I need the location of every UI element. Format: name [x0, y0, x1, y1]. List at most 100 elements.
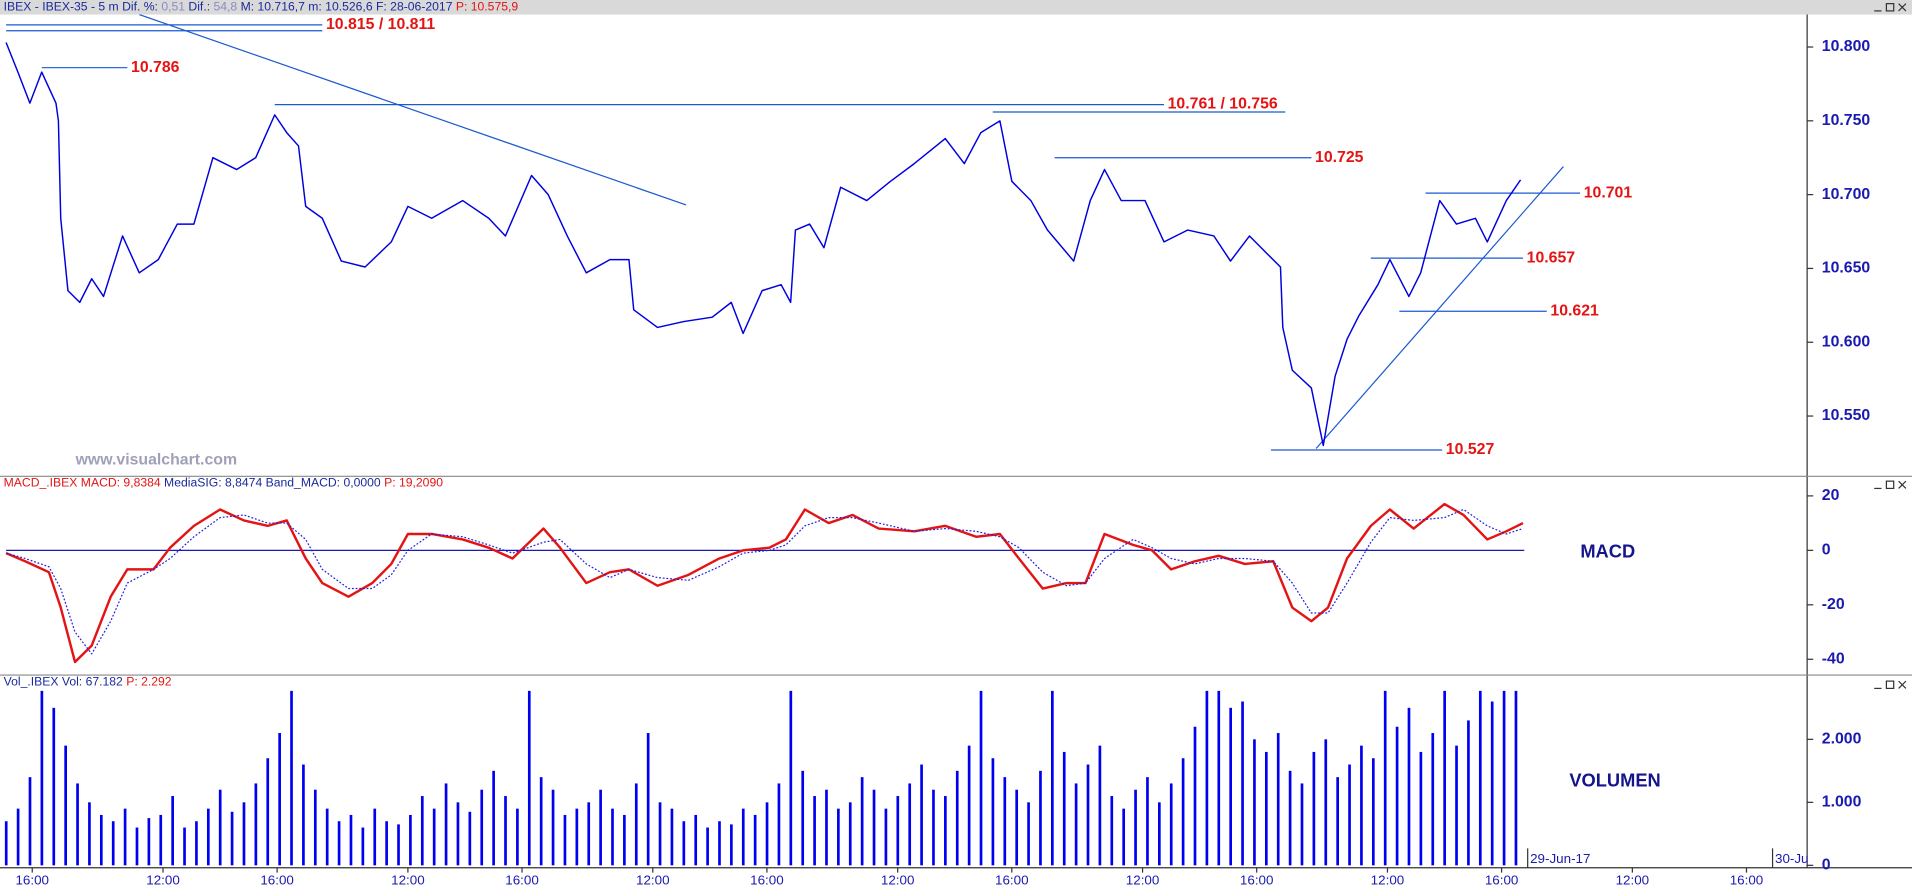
volume-bar [1502, 690, 1506, 866]
volume-bar [1169, 783, 1173, 866]
x-tick-label: 12:00 [636, 873, 670, 888]
volume-bar [991, 758, 995, 866]
volume-bar [88, 802, 91, 866]
level-label: 10.761 / 10.756 [1168, 96, 1278, 113]
x-tick-label: 16:00 [995, 873, 1029, 888]
x-tick-label: 12:00 [881, 873, 915, 888]
volume-bar [682, 821, 686, 866]
header-part: P: 10.575,9 [456, 0, 519, 13]
volume-bar [195, 821, 198, 866]
level-label: 10.621 [1550, 302, 1599, 319]
panel-header: Vol_.IBEX Vol: 67.182 P: 2.292 [4, 675, 172, 689]
volume-bar [1062, 751, 1066, 866]
volume-bar [1074, 783, 1078, 866]
volume-bar [159, 814, 163, 866]
volume-bar [789, 690, 793, 866]
volume-bar [1288, 770, 1292, 866]
volume-bar [611, 808, 614, 866]
y-tick-label: 1.000 [1822, 794, 1862, 811]
volume-bar [171, 796, 174, 866]
volume-bar [884, 808, 888, 866]
x-tick-label: 12:00 [146, 873, 180, 888]
volume-bar [1324, 739, 1328, 866]
volume-bar [1360, 745, 1363, 866]
volume-bar [516, 808, 519, 866]
volume-bar [1098, 745, 1102, 866]
x-tick-label: 16:00 [1485, 873, 1519, 888]
volume-bar [527, 690, 531, 866]
volume-bar [1348, 764, 1351, 866]
volume-bar [76, 783, 79, 866]
volume-bar [147, 818, 151, 866]
volume-bar [1419, 751, 1423, 866]
volume-bar [813, 796, 816, 866]
x-tick-label: 12:00 [1371, 873, 1405, 888]
volume-bar [848, 802, 852, 866]
volume-bar [896, 796, 900, 866]
volume-bar [1478, 690, 1482, 866]
volume-bar [1146, 777, 1149, 866]
volume-bar [1181, 758, 1185, 866]
volume-bar [1229, 707, 1233, 866]
volume-bar [1051, 690, 1054, 866]
volume-bar [563, 814, 567, 866]
x-tick-label: 16:00 [260, 873, 294, 888]
y-tick-label: 10.750 [1822, 112, 1871, 129]
y-tick-label: 10.700 [1822, 186, 1871, 203]
volume-bar [183, 827, 186, 866]
volume-bar [492, 770, 495, 866]
volume-bar [753, 814, 757, 866]
volume-bar [872, 789, 876, 866]
trend-line [1315, 166, 1564, 449]
volume-bar [801, 770, 805, 866]
y-tick-label: 10.650 [1822, 260, 1871, 277]
volume-bar [337, 821, 341, 866]
level-label: 10.815 / 10.811 [326, 16, 435, 33]
volume-bar [420, 796, 424, 866]
volume-bar [1276, 733, 1280, 866]
volume-bar [1300, 783, 1304, 866]
y-tick-label: 10.600 [1822, 333, 1871, 350]
window-buttons[interactable] [1874, 3, 1907, 689]
volume-bar [52, 707, 56, 866]
level-label: 10.725 [1315, 149, 1364, 166]
volume-bar [99, 814, 103, 866]
volume-bar [230, 811, 234, 866]
volume-bar [290, 690, 293, 866]
header-part: P: 2.292 [126, 675, 172, 689]
volume-bar [1205, 690, 1209, 866]
volume-bar [1015, 789, 1019, 866]
header-part: MACD_.IBEX MACD: 9,8384 [4, 476, 164, 490]
volume-bar [1193, 726, 1197, 866]
y-tick-label: 20 [1822, 487, 1840, 504]
volume-bar [741, 808, 745, 866]
volume-bar [765, 802, 769, 866]
series-line [5, 502, 1524, 664]
level-label: 10.527 [1446, 441, 1495, 458]
x-tick-label: 16:00 [1240, 873, 1274, 888]
x-tick-label: 16:00 [505, 873, 539, 888]
volume-bar [837, 808, 840, 866]
volume-bar [575, 808, 579, 866]
header-bar [0, 0, 1912, 15]
series-line [5, 42, 1522, 447]
x-tick-label: 16:00 [1730, 873, 1764, 888]
volume-bar [1039, 770, 1042, 866]
header-part: Vol_.IBEX Vol: 67.182 [4, 675, 127, 689]
volume-bar [1443, 690, 1446, 866]
volume-bar [623, 814, 626, 866]
volume-bar [254, 783, 258, 866]
panel-label: MACD [1580, 541, 1635, 562]
header-part: 0,51 [158, 0, 188, 13]
volume-bar [777, 783, 781, 866]
level-label: 10.701 [1584, 184, 1633, 201]
volume-bar [1027, 802, 1030, 866]
x-tick-label: 12:00 [1126, 873, 1160, 888]
volume-bar [456, 802, 460, 866]
volume-bar [349, 814, 353, 866]
volume-bar [28, 777, 32, 866]
volume-bar [1157, 802, 1161, 866]
volume-bar [242, 802, 246, 866]
volume-bar [206, 808, 210, 866]
level-label: 10.657 [1527, 249, 1576, 266]
